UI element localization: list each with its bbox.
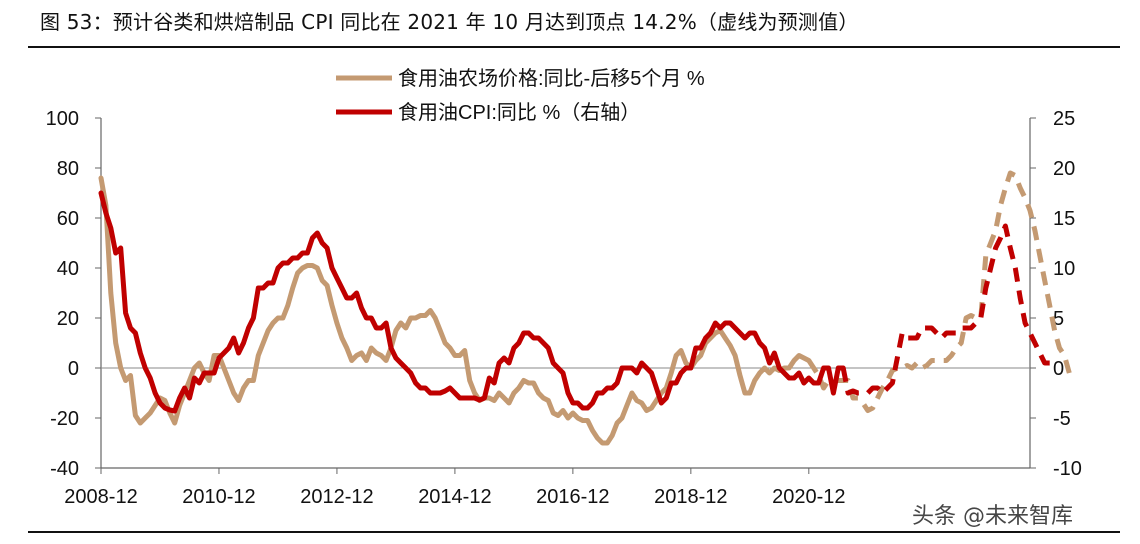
right-y-tick-label: 20	[1053, 158, 1075, 180]
x-tick-label: 2016-12	[536, 486, 609, 508]
left-y-tick-label: 60	[57, 208, 79, 230]
series-forecast-line-1	[806, 170, 1072, 413]
series-line-2	[98, 190, 846, 414]
right-y-tick-label: -10	[1053, 458, 1082, 480]
left-y-tick-label: 40	[57, 258, 79, 280]
left-y-tick-label: 0	[68, 358, 79, 380]
left-y-tick-label: 100	[46, 108, 79, 130]
right-y-tick-label: 0	[1053, 358, 1064, 380]
right-y-tick-label: 25	[1053, 108, 1075, 130]
left-y-tick-label: 80	[57, 158, 79, 180]
chart-legend: 食用油农场价格:同比-后移5个月 % 食用油CPI:同比 %（右轴）	[336, 67, 705, 124]
chart-axes: -40 -20 0 20 40 60 80 100 -10 -5 0 5 10 15 20 25 2008-12…	[46, 108, 1082, 508]
right-y-tick-label: 10	[1053, 258, 1075, 280]
series-line-1	[98, 175, 812, 446]
x-tick-label: 2010-12	[182, 486, 255, 508]
series-forecast-line-2	[840, 223, 1050, 396]
x-tick-label: 2020-12	[772, 486, 845, 508]
bottom-divider	[28, 531, 1120, 533]
title-divider	[28, 46, 1120, 48]
right-y-tick-label: 15	[1053, 208, 1075, 230]
legend-label: 食用油农场价格:同比-后移5个月 %	[398, 67, 705, 90]
figure-title: 图 53：预计谷类和烘焙制品 CPI 同比在 2021 年 10 月达到顶点 1…	[40, 10, 859, 34]
left-y-tick-label: -20	[50, 408, 79, 430]
source-watermark: 头条 @未来智库	[912, 504, 1073, 529]
x-tick-label: 2008-12	[64, 486, 137, 508]
x-tick-label: 2018-12	[654, 486, 727, 508]
left-y-tick-label: 20	[57, 308, 79, 330]
chart-plot-area	[98, 170, 1072, 446]
x-tick-label: 2012-12	[300, 486, 373, 508]
x-tick-label: 2014-12	[418, 486, 491, 508]
right-y-tick-label: 5	[1053, 308, 1064, 330]
right-y-tick-label: -5	[1053, 408, 1071, 430]
legend-label: 食用油CPI:同比 %（右轴）	[398, 101, 640, 124]
left-y-tick-label: -40	[50, 458, 79, 480]
